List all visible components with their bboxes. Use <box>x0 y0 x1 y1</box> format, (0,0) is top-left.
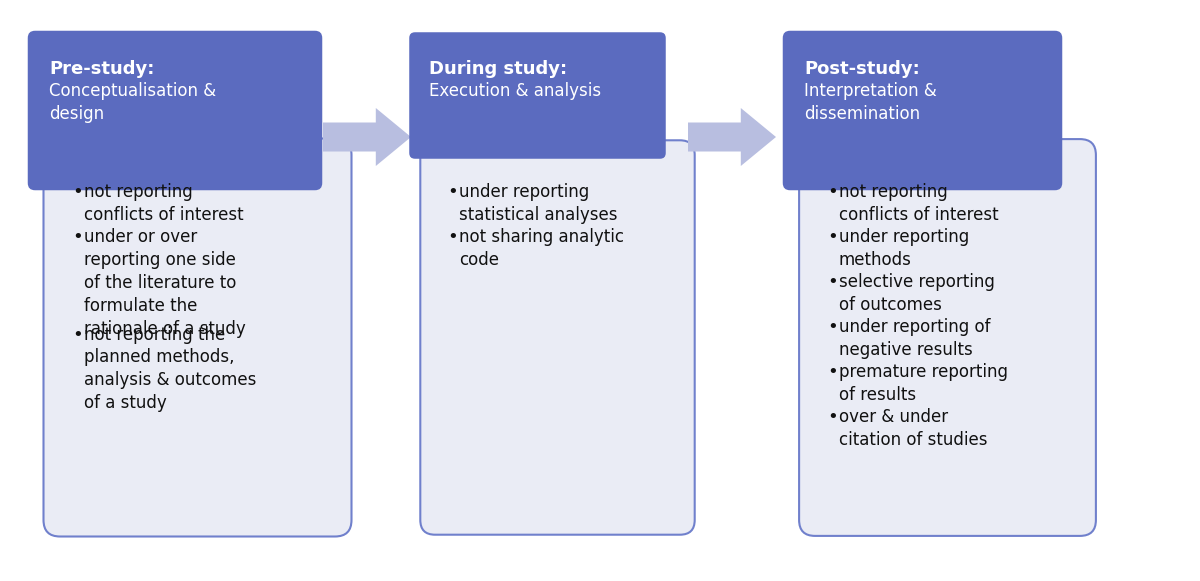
Text: •: • <box>446 183 457 201</box>
Text: •: • <box>827 183 838 201</box>
Text: •: • <box>827 318 838 336</box>
Text: under reporting
statistical analyses: under reporting statistical analyses <box>458 183 618 224</box>
Polygon shape <box>688 108 776 166</box>
FancyBboxPatch shape <box>409 33 666 159</box>
Text: During study:: During study: <box>430 60 568 78</box>
FancyBboxPatch shape <box>420 140 695 535</box>
Text: •: • <box>827 408 838 426</box>
Text: •: • <box>446 228 457 246</box>
Text: Conceptualisation &
design: Conceptualisation & design <box>49 82 216 123</box>
Text: •: • <box>72 325 83 343</box>
Text: Post-study:: Post-study: <box>804 60 919 78</box>
Text: Interpretation &
dissemination: Interpretation & dissemination <box>804 82 937 123</box>
Text: under reporting
methods: under reporting methods <box>839 228 970 269</box>
Polygon shape <box>323 108 410 166</box>
FancyBboxPatch shape <box>43 138 352 536</box>
Text: •: • <box>827 273 838 291</box>
Text: premature reporting
of results: premature reporting of results <box>839 363 1008 404</box>
Text: •: • <box>827 363 838 381</box>
FancyBboxPatch shape <box>782 31 1062 190</box>
Text: under or over
reporting one side
of the literature to
formulate the
rationale of: under or over reporting one side of the … <box>84 228 246 338</box>
Text: •: • <box>72 228 83 246</box>
Text: •: • <box>827 228 838 246</box>
Text: not reporting the
planned methods,
analysis & outcomes
of a study: not reporting the planned methods, analy… <box>84 325 257 412</box>
FancyBboxPatch shape <box>28 31 323 190</box>
Text: Pre-study:: Pre-study: <box>49 60 155 78</box>
Text: not reporting
conflicts of interest: not reporting conflicts of interest <box>839 183 998 224</box>
Text: under reporting of
negative results: under reporting of negative results <box>839 318 990 359</box>
Text: selective reporting
of outcomes: selective reporting of outcomes <box>839 273 995 314</box>
Text: over & under
citation of studies: over & under citation of studies <box>839 408 988 449</box>
Text: Execution & analysis: Execution & analysis <box>430 82 601 100</box>
Text: •: • <box>72 183 83 201</box>
Text: not reporting
conflicts of interest: not reporting conflicts of interest <box>84 183 244 224</box>
FancyBboxPatch shape <box>799 139 1096 536</box>
Text: not sharing analytic
code: not sharing analytic code <box>458 228 624 269</box>
